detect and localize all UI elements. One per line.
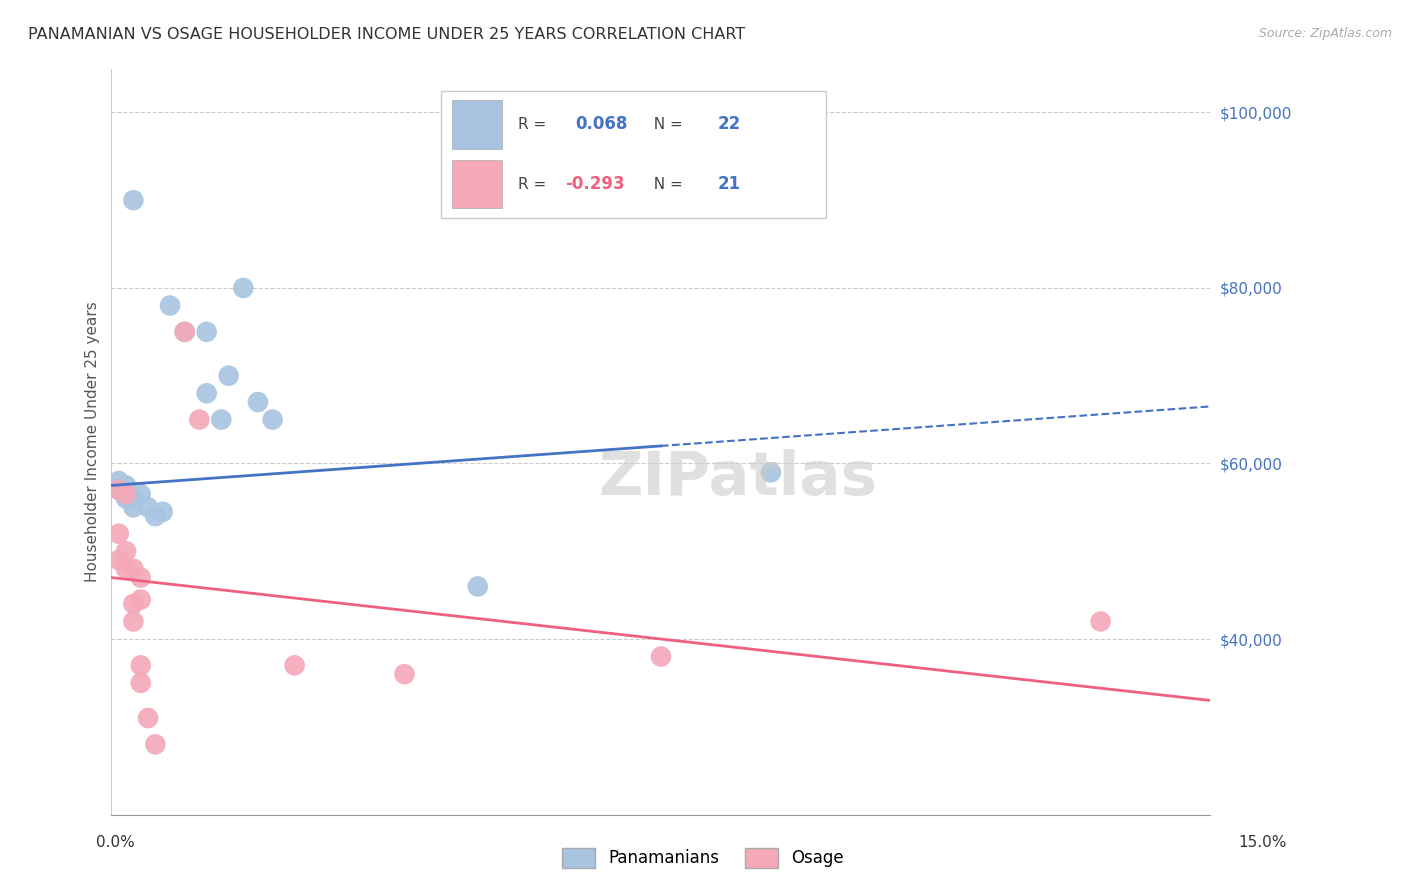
Point — [152, 505, 174, 519]
Point — [232, 281, 254, 295]
Text: N =: N = — [644, 117, 688, 132]
Legend: Panamanians, Osage: Panamanians, Osage — [555, 841, 851, 875]
Point — [129, 676, 152, 690]
Point — [136, 711, 159, 725]
Point — [394, 667, 416, 681]
Point — [122, 562, 145, 576]
Point — [145, 509, 167, 524]
Point — [122, 193, 145, 207]
Text: 21: 21 — [718, 175, 741, 194]
Point — [129, 487, 152, 501]
Point — [122, 597, 145, 611]
Point — [115, 562, 138, 576]
Text: PANAMANIAN VS OSAGE HOUSEHOLDER INCOME UNDER 25 YEARS CORRELATION CHART: PANAMANIAN VS OSAGE HOUSEHOLDER INCOME U… — [28, 27, 745, 42]
Text: 15.0%: 15.0% — [1239, 836, 1286, 850]
Text: 0.0%: 0.0% — [96, 836, 135, 850]
Point — [1090, 615, 1112, 629]
Point — [122, 615, 145, 629]
Point — [115, 544, 138, 558]
Point — [173, 325, 195, 339]
Point — [107, 526, 129, 541]
Point — [173, 325, 195, 339]
Point — [195, 325, 218, 339]
Point — [107, 483, 129, 497]
Point — [107, 474, 129, 488]
Point — [284, 658, 307, 673]
Point — [218, 368, 240, 383]
Bar — [453, 160, 502, 209]
Bar — [441, 91, 825, 218]
Point — [159, 298, 181, 312]
Point — [650, 649, 672, 664]
Point — [129, 658, 152, 673]
Text: R =: R = — [517, 117, 551, 132]
Point — [759, 465, 782, 479]
Point — [129, 571, 152, 585]
Text: ZIPatlas: ZIPatlas — [599, 450, 877, 508]
Point — [115, 491, 138, 506]
Point — [195, 386, 218, 401]
Point — [262, 412, 284, 426]
Point — [467, 579, 489, 593]
Point — [115, 478, 138, 492]
Text: R =: R = — [517, 177, 551, 192]
Bar — [453, 100, 502, 149]
Text: -0.293: -0.293 — [565, 175, 624, 194]
Point — [188, 412, 211, 426]
Point — [246, 395, 269, 409]
Point — [107, 553, 129, 567]
Text: 22: 22 — [718, 115, 741, 134]
Point — [136, 500, 159, 515]
Point — [209, 412, 232, 426]
Text: Source: ZipAtlas.com: Source: ZipAtlas.com — [1258, 27, 1392, 40]
Point — [107, 483, 129, 497]
Point — [145, 737, 167, 751]
Point — [122, 491, 145, 506]
Point — [115, 487, 138, 501]
Point — [129, 592, 152, 607]
Y-axis label: Householder Income Under 25 years: Householder Income Under 25 years — [86, 301, 100, 582]
Text: 0.068: 0.068 — [575, 115, 627, 134]
Text: N =: N = — [644, 177, 688, 192]
Point — [122, 500, 145, 515]
